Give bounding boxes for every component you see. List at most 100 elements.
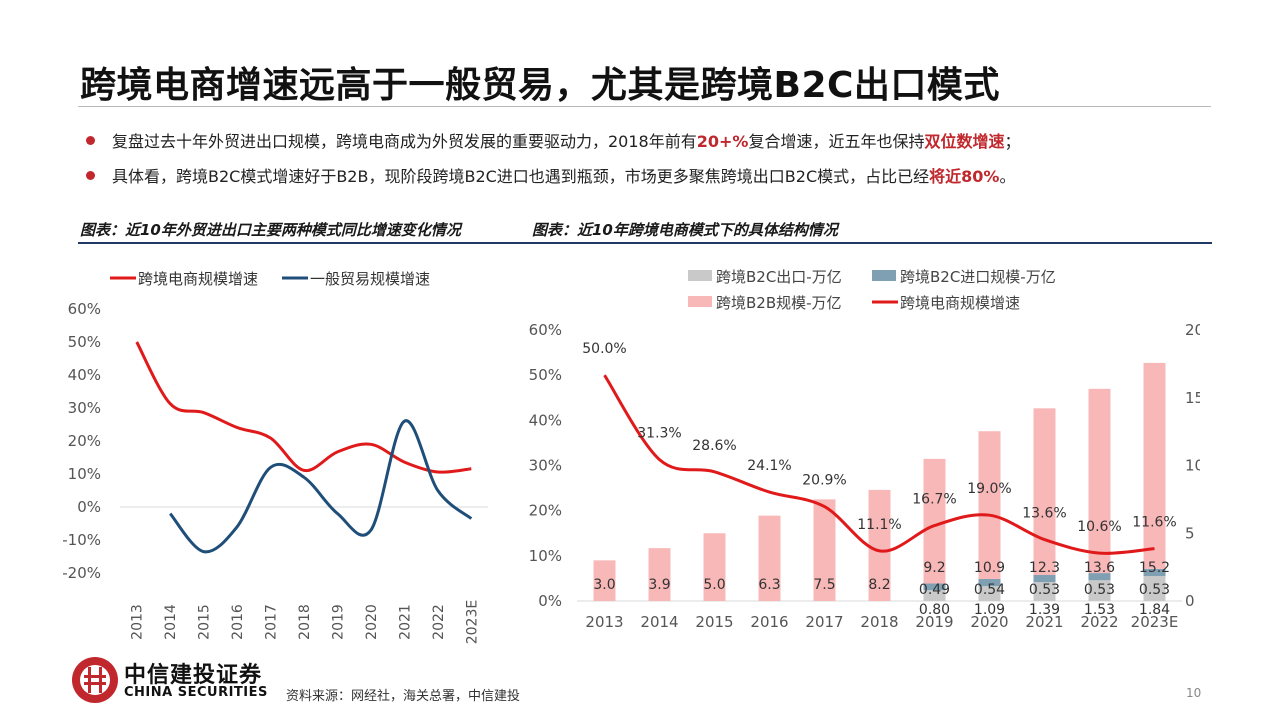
- bar-b2b: [1033, 408, 1056, 575]
- y-tick-label: 0%: [77, 498, 101, 516]
- bar-b2b: [648, 548, 671, 601]
- y-tick-label: -20%: [62, 564, 101, 582]
- legend-swatch-1: [872, 270, 896, 281]
- bullet-2: 具体看，跨境B2C模式增速好于B2B，现阶段跨境B2C进口也遇到瓶颈，市场更多聚…: [86, 163, 1015, 187]
- caption-divider: [78, 242, 1212, 244]
- bullet-1-post: ；: [1004, 132, 1021, 151]
- x-tick-label: 2016: [750, 613, 788, 631]
- y-tick-label: 50%: [68, 333, 101, 351]
- growth-line-chart: 跨境电商规模增速 一般贸易规模增速 60% 50% 40% 30% 20% 10% 0% -10%…: [62, 270, 488, 644]
- legend-label-3: 跨境电商规模增速: [900, 294, 1020, 312]
- china-securities-logo-icon: [72, 657, 118, 703]
- b2b-data-label: 13.6: [1084, 560, 1115, 576]
- caption-right: 图表：近10年跨境电商模式下的具体结构情况: [532, 221, 838, 239]
- b2b-data-label: 7.5: [813, 577, 835, 593]
- legend-label-0: 跨境B2C出口-万亿: [716, 268, 842, 286]
- b2c-export-data-label: 1.39: [1029, 602, 1060, 618]
- x-tick-label: 2018: [860, 613, 898, 631]
- page-number: 10: [1186, 686, 1202, 700]
- growth-data-label: 31.3%: [637, 426, 681, 442]
- growth-data-label: 24.1%: [747, 458, 791, 474]
- x-tick-label: 2013: [130, 604, 146, 640]
- growth-data-label: 28.6%: [692, 438, 736, 454]
- b2b-data-label: 8.2: [868, 577, 890, 593]
- y-left-tick-label: 30%: [529, 457, 562, 475]
- page-title: 跨境电商增速远高于一般贸易，尤其是跨境B2C出口模式: [80, 65, 1000, 106]
- x-tick-label: 2021: [397, 604, 413, 640]
- b2c-export-data-label: 1.53: [1084, 602, 1115, 618]
- bar-b2c-export: [923, 590, 946, 601]
- bar-b2b: [1143, 362, 1166, 569]
- x-tick-label: 2015: [695, 613, 733, 631]
- b2c-import-data-label: 0.49: [919, 582, 950, 598]
- x-tick-label: 2023E: [464, 600, 480, 644]
- growth-data-label: 20.9%: [802, 473, 846, 489]
- x-tick-label: 2014: [640, 613, 678, 631]
- bullet-dot-icon: [86, 171, 95, 180]
- y-tick-label: 20%: [68, 432, 101, 450]
- bar-b2b: [1088, 388, 1111, 574]
- x-tick-label: 2019: [330, 604, 346, 640]
- source-note: 资料来源：网经社，海关总署，中信建投: [286, 689, 521, 704]
- y-right-tick-label: 15: [1185, 389, 1200, 407]
- bar-b2b: [923, 458, 946, 584]
- bar-b2b: [978, 431, 1001, 579]
- bar-b2b: [593, 560, 616, 601]
- bar-b2c-export: [978, 586, 1001, 601]
- x-tick-label: 2019: [915, 613, 953, 631]
- x-tick-label: 2022: [1080, 613, 1118, 631]
- bullet-2-pre: 具体看，跨境B2C模式增速好于B2B，现阶段跨境B2C进口也遇到瓶颈，市场更多聚…: [112, 167, 930, 186]
- legend-label-0: 跨境电商规模增速: [138, 270, 258, 288]
- growth-data-label: 10.6%: [1077, 519, 1121, 535]
- bullet-1-mid: 复合增速，近五年也保持: [748, 132, 925, 151]
- x-tick-label: 2017: [264, 604, 280, 640]
- b2b-data-label: 9.2: [923, 560, 945, 576]
- y-tick-label: 60%: [68, 300, 101, 318]
- logo-english-name: CHINA SECURITIES: [124, 685, 268, 700]
- growth-data-label: 19.0%: [967, 481, 1011, 497]
- growth-data-label: 16.7%: [912, 492, 956, 508]
- series-line-0: [135, 341, 472, 474]
- bar-b2c-import: [1143, 568, 1166, 577]
- b2b-data-label: 3.0: [593, 577, 615, 593]
- b2c-import-data-label: 0.54: [974, 582, 1005, 598]
- bar-b2c-export: [1088, 580, 1111, 601]
- x-tick-label: 2020: [970, 613, 1008, 631]
- b2b-data-label: 6.3: [758, 577, 780, 593]
- b2b-data-label: 3.9: [648, 577, 670, 593]
- y-left-tick-label: 50%: [529, 366, 562, 384]
- legend-swatch-0: [688, 270, 712, 281]
- y-right-tick-label: 20: [1185, 321, 1200, 339]
- bar-b2c-import: [978, 578, 1001, 587]
- bar-b2c-import: [1033, 574, 1056, 583]
- x-tick-label: 2018: [297, 604, 313, 640]
- y-left-tick-label: 40%: [529, 411, 562, 429]
- b2c-import-data-label: 0.53: [1029, 582, 1060, 598]
- y-tick-label: 30%: [68, 399, 101, 417]
- x-tick-label: 2014: [163, 604, 179, 640]
- series-line-1: [169, 419, 473, 554]
- bar-b2c-export: [1033, 582, 1056, 601]
- growth-data-label: 11.6%: [1132, 515, 1176, 531]
- x-tick-label: 2013: [585, 613, 623, 631]
- bar-b2b: [868, 489, 891, 601]
- x-tick-label: 2021: [1025, 613, 1063, 631]
- x-tick-label: 2016: [230, 604, 246, 640]
- y-tick-label: -10%: [62, 531, 101, 549]
- b2b-data-label: 10.9: [974, 560, 1005, 576]
- y-right-tick-label: 10: [1185, 457, 1200, 475]
- growth-data-label: 50.0%: [582, 341, 626, 357]
- bullet-1: 复盘过去十年外贸进出口规模，跨境电商成为外贸发展的重要驱动力，2018年前有20…: [86, 128, 1020, 152]
- b2b-data-label: 12.3: [1029, 560, 1060, 576]
- bar-b2c-export: [1143, 576, 1166, 601]
- y-left-tick-label: 60%: [529, 321, 562, 339]
- bullet-1-highlight-1: 20+%: [696, 132, 749, 151]
- bullet-2-highlight: 将近80%: [929, 167, 1000, 186]
- caption-left: 图表：近10年外贸进出口主要两种模式同比增速变化情况: [80, 221, 461, 239]
- x-tick-label: 2017: [805, 613, 843, 631]
- bar-b2b: [703, 533, 726, 601]
- bar-b2c-import: [923, 583, 946, 591]
- logo-chinese-name: 中信建投证券: [124, 663, 263, 688]
- legend-label-1: 一般贸易规模增速: [310, 270, 430, 288]
- y-left-tick-label: 20%: [529, 502, 562, 520]
